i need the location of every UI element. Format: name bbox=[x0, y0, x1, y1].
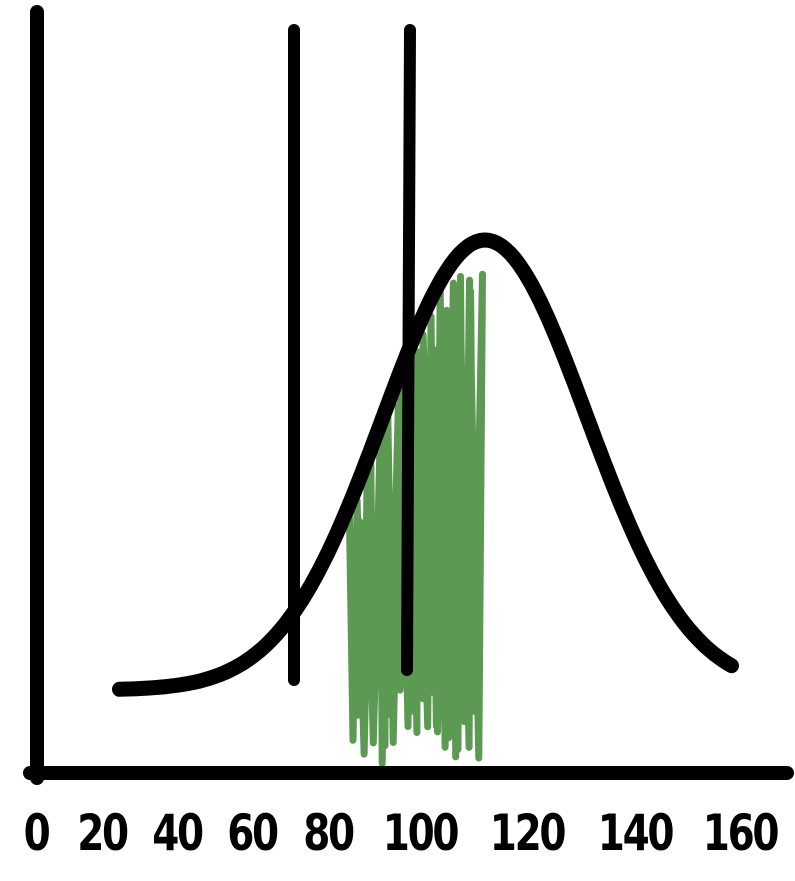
x-tick-label: 20 bbox=[77, 804, 129, 862]
x-tick-label: 120 bbox=[489, 804, 567, 862]
bell-curve bbox=[112, 232, 739, 697]
x-tick-label: 140 bbox=[597, 804, 675, 862]
shaded-interval bbox=[345, 270, 486, 767]
x-tick-label: 0 bbox=[23, 804, 51, 862]
x-tick-label: 80 bbox=[303, 804, 355, 862]
x-tick-label: 40 bbox=[152, 804, 204, 862]
x-tick-label: 100 bbox=[382, 804, 460, 862]
x-tick-label: 160 bbox=[702, 804, 780, 862]
shade-scribble bbox=[345, 270, 486, 767]
x-tick-label: 60 bbox=[227, 804, 279, 862]
